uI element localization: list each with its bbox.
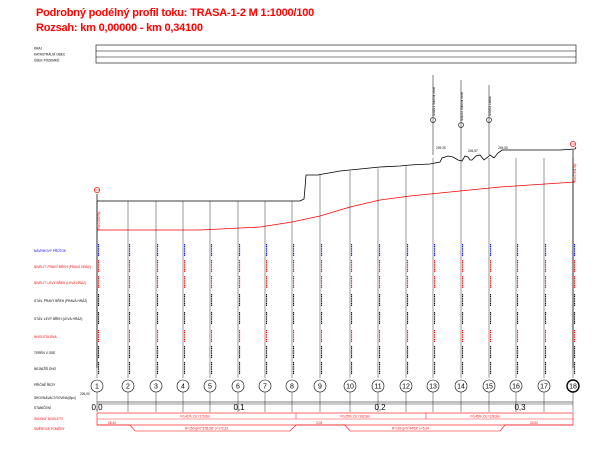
km-mark-label: 0,3 <box>514 403 526 412</box>
km-mark-label: 0,1 <box>233 403 245 412</box>
section-number: 17 <box>540 384 548 391</box>
straight-label: 20,00 <box>530 421 538 425</box>
curve-label: R=100 φ=0°44'03" o=5,14 <box>392 427 429 431</box>
row-label: PŘÍČNÉ ŘEZY <box>34 382 56 387</box>
row-labels: NÁVRHOVÝ PŘŮTOK NIVELIT. PRAVÝ BŘEH (PRA… <box>34 248 91 431</box>
row-label: STÁV. PRAVÝ BŘEH (PRAVÁ HRÁZ) <box>34 298 87 303</box>
row-label: SROVNÁVACÍ ROVINA [Bpv] <box>34 396 76 400</box>
slope-label: i=0,25%, DL=102,9m <box>340 415 370 419</box>
section-number: 7 <box>263 384 267 391</box>
straight-label: 3,03 <box>316 421 322 425</box>
section-number: 2 <box>126 384 130 391</box>
profile-lines: Km 0,000 Bp Km 0,341 Bp <box>94 141 577 368</box>
section-number: 4 <box>181 384 185 391</box>
bridge-marker-icon <box>486 117 492 123</box>
row-label: NIVELIT. PRAVÝ BŘEH (PRAVÁ HRÁZ) <box>34 264 91 269</box>
structure-label: S45/03 Lávka <box>488 96 492 116</box>
section-number: 16 <box>512 384 520 391</box>
row-label: NIVELETA DNA <box>34 335 57 339</box>
bottom-table: i=0,41%, DL=170,6m i=0,25%, DL=102,9m i=… <box>96 401 574 432</box>
straight-label: 28,40 <box>108 421 116 425</box>
section-number: 13 <box>429 384 437 391</box>
section-number: 15 <box>485 384 493 391</box>
section-number: 10 <box>346 384 354 391</box>
structures: S40/01 Silniční most 249,20 S41/02 Silni… <box>430 75 508 158</box>
section-number: 14 <box>457 384 465 391</box>
bridge-marker-icon <box>458 122 464 128</box>
row-label: NÁVRHOVÝ PŘŮTOK <box>34 248 67 253</box>
cross-sections: 1 2 3 4 5 6 7 8 9 10 11 12 13 14 15 16 17 18 <box>90 158 580 412</box>
structure-width: 249,00 <box>498 146 508 150</box>
row-label: SKLONY NIVELETY <box>34 417 64 421</box>
section-number: 1 <box>95 384 99 391</box>
row-label: SMĚROVÉ POMĚRY <box>34 426 65 431</box>
section-number: 11 <box>374 384 381 391</box>
drawing-title: Podrobný podélný profil toku: TRASA-1-2 … <box>36 7 315 19</box>
section-number: 3 <box>154 384 158 391</box>
section-number: 9 <box>318 384 322 391</box>
km-mark-label: 0,2 <box>374 403 386 412</box>
row-label: STANIČENÍ <box>34 405 51 410</box>
row-label: STÁV. LEVÝ BŘEH (LEVÁ HRÁZ) <box>34 316 82 321</box>
km-marks: 0,0 0,1 0,2 0,3 <box>91 403 526 412</box>
row-label: NIVELIT. LEVÝ BŘEH (LEVÁ HRÁZ) <box>34 280 86 285</box>
top-table-label: ÚSEK POZEMKŮ <box>34 58 60 63</box>
km-mark-label: 0,0 <box>91 403 103 412</box>
section-number: 8 <box>290 384 294 391</box>
start-marker-label: Km 0,000 Bp <box>97 211 101 230</box>
section-number: 12 <box>402 384 410 391</box>
top-table-label: KATASTRÁLNÍ OBEC <box>34 53 66 57</box>
structure-width: 249,20 <box>436 146 446 150</box>
end-marker-label: Km 0,341 Bp <box>573 163 577 182</box>
drawing-range: Rozsah: km 0,00000 - km 0,34100 <box>36 22 203 34</box>
row-label: TERÉN V OSE <box>34 350 55 355</box>
slope-label: i=0,41%, DL=170,6m <box>180 415 210 419</box>
structure-label: S40/01 Silniční most <box>432 87 436 116</box>
curve-label: R=150 φ=0°3'05,58" o=172,33 <box>185 427 228 431</box>
section-number: 18 <box>569 384 577 391</box>
slope-label: i=0,45%, DL=128,9m <box>470 415 500 419</box>
top-table: KRAJ KATASTRÁLNÍ OBEC ÚSEK POZEMKŮ <box>34 44 577 64</box>
structure-label: S41/02 Silniční most <box>460 92 464 121</box>
datum-value: 226,00 <box>80 392 90 396</box>
section-number: 5 <box>208 384 212 391</box>
structure-width: 245,57 <box>468 149 478 153</box>
row-label: NEJNIŽŠÍ DNO <box>34 366 57 371</box>
bridge-marker-icon <box>430 117 436 123</box>
section-number: 6 <box>236 384 240 391</box>
top-table-label: KRAJ <box>34 47 43 51</box>
